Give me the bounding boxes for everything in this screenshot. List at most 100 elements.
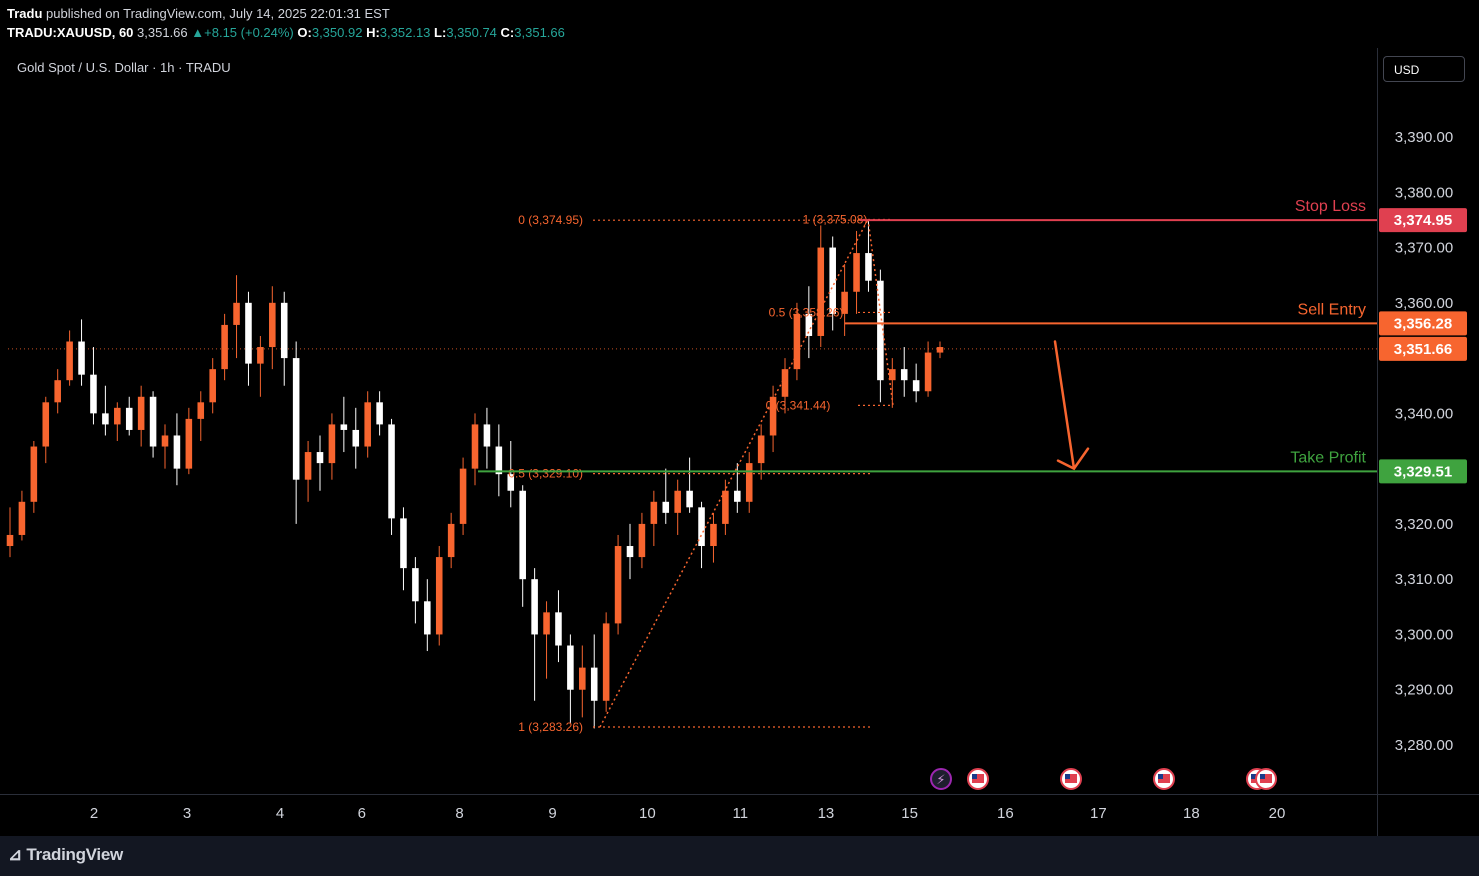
candle-body (316, 452, 324, 464)
candle-body (376, 402, 383, 425)
us-flag-event-icon (1060, 768, 1082, 790)
flag-canton (972, 774, 977, 779)
candle-body (245, 302, 252, 364)
candle-body (424, 601, 431, 635)
price-tag-label: 3,351.66 (1394, 341, 1452, 358)
candle-body (459, 468, 467, 524)
symbol-title: Gold Spot / U.S. Dollar · 1h · TRADU (17, 60, 231, 75)
candle-body (817, 247, 825, 336)
price-tag (1379, 459, 1467, 484)
candle-body (519, 490, 526, 580)
candle-body (78, 341, 85, 375)
x-tick-label: 17 (1090, 805, 1107, 822)
candle-body (936, 347, 944, 353)
price-tag-label: 3,374.95 (1394, 212, 1452, 229)
x-tick-label: 11 (733, 805, 749, 822)
y-tick-label: 3,360.00 (1395, 295, 1453, 312)
candle-body (161, 435, 169, 447)
candle-body (6, 534, 14, 547)
open-value: 3,350.92 (311, 25, 363, 40)
flag-stripes (972, 774, 984, 783)
candle-body (269, 302, 276, 348)
price-tag-label: 3,356.28 (1394, 315, 1452, 332)
candle-body (435, 557, 443, 635)
high-label: H: (366, 25, 380, 40)
candle-body (590, 667, 598, 701)
y-tick-label: 3,310.00 (1395, 571, 1453, 588)
candle-body (412, 568, 419, 602)
fib-level-label: 0 (3,374.95) (518, 213, 583, 227)
dividend-event-icon: ⚡ (930, 768, 952, 790)
y-tick-label: 3,300.00 (1395, 626, 1453, 643)
chart-header: Tradu published on TradingView.com, July… (0, 0, 1479, 48)
x-tick-label: 10 (639, 805, 656, 822)
currency-button[interactable]: USD (1383, 56, 1465, 82)
candle-body (674, 490, 681, 513)
footer-bar (0, 836, 1479, 876)
candle-body (328, 424, 336, 464)
tradingview-logo[interactable]: ⊿ TradingView (8, 845, 123, 865)
fib-level-label: 0 (3,341.44) (766, 398, 831, 412)
candle-body (42, 402, 50, 447)
fib-level-label: 0.5 (3,329.10) (508, 467, 583, 481)
candle-body (626, 546, 634, 558)
candle-body (483, 424, 491, 447)
candle-body (102, 413, 109, 425)
tv-logo-icon: ⊿ (8, 845, 27, 864)
candle-body (686, 490, 693, 508)
price-tag-label: 3,329.51 (1394, 463, 1452, 480)
candle-body (877, 280, 884, 381)
candle-body (745, 463, 753, 502)
candle-body (614, 546, 622, 624)
candle-body (197, 402, 205, 419)
candle-body (447, 523, 455, 558)
candle-body (471, 424, 479, 469)
open-label: O: (297, 25, 312, 40)
stop-loss-text: Stop Loss (1295, 198, 1366, 215)
flag-canton (1260, 774, 1265, 779)
candle-body (567, 645, 574, 690)
y-tick-label: 3,370.00 (1395, 240, 1453, 257)
candle-body (602, 623, 610, 701)
y-tick-label: 3,340.00 (1395, 405, 1453, 422)
price-chart[interactable]: 3,280.00 3,290.00 3,300.00 3,310.00 3,320.00… (0, 48, 1479, 836)
published-text: published on TradingView.com, July 14, 2… (46, 6, 390, 21)
candle-body (185, 418, 193, 469)
candle-body (257, 347, 264, 364)
candle-body (638, 523, 646, 558)
flag-stripes (1158, 774, 1170, 783)
candle-body (722, 490, 729, 524)
fib-level-label: 1 (3,283.26) (518, 720, 583, 734)
candle-body (149, 396, 157, 447)
candle-body (137, 396, 145, 430)
candle-body (781, 369, 789, 397)
change-value: +8.15 (+0.24%) (204, 25, 294, 40)
candle-body (865, 253, 872, 281)
candle-body (30, 446, 38, 502)
candle-body (889, 369, 896, 381)
price-tag (1379, 208, 1467, 233)
candle-body (280, 302, 288, 359)
price-tag (1379, 336, 1467, 361)
y-tick-label: 3,320.00 (1395, 516, 1453, 533)
candle-body (531, 579, 538, 635)
candle-body (90, 374, 97, 414)
lightning-icon: ⚡ (936, 773, 945, 788)
candle-body (221, 324, 228, 370)
fib-trend-line (867, 219, 894, 406)
flag-canton (1158, 774, 1163, 779)
y-tick-label: 3,280.00 (1395, 737, 1453, 754)
x-tick-label: 2 (90, 805, 98, 822)
close-value: 3,351.66 (514, 25, 565, 40)
close-label: C: (500, 25, 515, 40)
low-label: L: (434, 25, 447, 40)
ohlc-line: TRADU:XAUUSD, 60 3,351.66 ▲+8.15 (+0.24%… (7, 25, 565, 40)
y-tick-label: 3,390.00 (1395, 129, 1453, 146)
candle-body (364, 402, 371, 447)
chart-background (0, 48, 1479, 836)
branding-text: TradingView (26, 845, 123, 864)
candle-body (507, 474, 515, 491)
candle-body (900, 369, 908, 381)
flag-canton (1065, 774, 1070, 779)
publisher-name: Tradu (7, 6, 43, 21)
